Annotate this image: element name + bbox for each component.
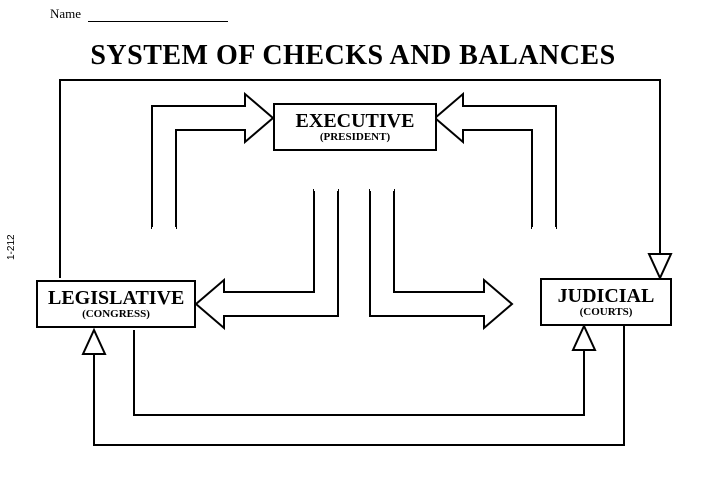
node-executive-title: EXECUTIVE bbox=[285, 111, 425, 132]
diagram-arrows bbox=[0, 0, 706, 500]
arrow-executive-to-judicial bbox=[370, 190, 512, 328]
node-judicial-sub: (COURTS) bbox=[552, 307, 660, 319]
arrow-legislative-to-judicial bbox=[134, 326, 595, 415]
node-legislative: LEGISLATIVE (CONGRESS) bbox=[36, 280, 196, 328]
arrow-judicial-to-legislative bbox=[83, 326, 624, 445]
arrow-legislative-to-executive bbox=[152, 94, 273, 228]
node-judicial: JUDICIAL (COURTS) bbox=[540, 278, 672, 326]
arrow-executive-to-legislative bbox=[196, 190, 338, 328]
node-legislative-title: LEGISLATIVE bbox=[48, 288, 184, 309]
node-judicial-title: JUDICIAL bbox=[552, 286, 660, 307]
node-executive-sub: (PRESIDENT) bbox=[285, 132, 425, 144]
node-legislative-sub: (CONGRESS) bbox=[48, 309, 184, 321]
arrow-judicial-to-executive bbox=[435, 94, 556, 228]
node-executive: EXECUTIVE (PRESIDENT) bbox=[273, 103, 437, 151]
